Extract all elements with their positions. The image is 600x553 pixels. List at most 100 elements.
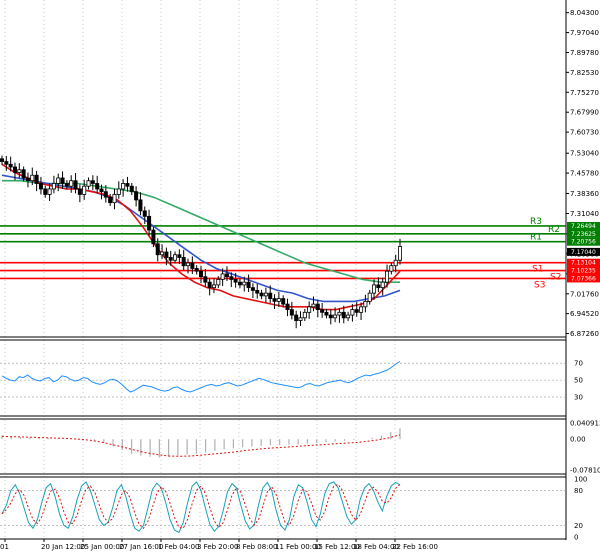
candle-body: [363, 300, 368, 308]
candle: [77, 184, 82, 203]
candle-body: [51, 183, 56, 190]
candle-body: [281, 298, 286, 305]
candle: [367, 289, 372, 305]
price-tag-label: 7.26494: [571, 223, 596, 230]
candle-body: [350, 309, 355, 316]
candle-body: [276, 298, 281, 302]
candle: [393, 254, 398, 273]
candle-body: [86, 180, 91, 187]
candle: [255, 283, 260, 299]
pivot-label-r3: R3: [530, 217, 542, 227]
price-tick-label: 7.38360: [570, 190, 599, 198]
candle: [333, 307, 338, 323]
candle-body: [43, 188, 48, 195]
price-tag-label: 7.10235: [571, 268, 596, 275]
candle-body: [307, 306, 312, 313]
candle-body: [320, 309, 325, 313]
price-tick-label: 7.45780: [570, 170, 599, 178]
candle-body: [173, 254, 178, 261]
candle: [354, 301, 359, 317]
candle-body: [385, 270, 390, 283]
candle-body: [99, 188, 104, 193]
time-tick-label: 01: [0, 543, 9, 551]
candle-body: [294, 314, 299, 321]
candle-body: [116, 188, 121, 195]
rsi-tick-label: 30: [574, 394, 583, 402]
time-tick-label: 20 Jan 12:00: [41, 543, 85, 551]
candle: [108, 193, 113, 206]
candle: [34, 170, 39, 192]
candle: [372, 279, 377, 300]
candle: [99, 184, 104, 200]
candle: [90, 175, 95, 191]
price-tag-label: 7.17040: [571, 249, 596, 256]
candle: [138, 192, 143, 216]
price-tag-label: 7.07366: [571, 275, 596, 282]
candle-body: [211, 284, 216, 289]
candle-body: [17, 169, 22, 173]
candle: [125, 176, 130, 192]
candle: [315, 299, 320, 318]
candle-body: [38, 183, 43, 190]
price-tag: [567, 247, 600, 256]
candle: [147, 209, 152, 236]
pivot-label-s1: S1: [532, 265, 543, 275]
candle-body: [134, 191, 139, 201]
candle: [307, 301, 312, 319]
time-tick-label: 1 Feb 04:00: [158, 543, 199, 551]
pivot-label-s2: S2: [550, 273, 561, 283]
candle: [272, 294, 277, 310]
candle: [177, 249, 182, 265]
candle: [25, 172, 30, 188]
candle-body: [220, 273, 225, 280]
candle: [220, 268, 225, 287]
candle-body: [4, 161, 9, 165]
candle-body: [121, 183, 126, 190]
price-tag: [567, 258, 600, 267]
pivot-levels: [0, 225, 566, 280]
candle-body: [56, 177, 61, 184]
candle-body: [64, 183, 69, 187]
candle-body: [129, 185, 134, 193]
time-tick-label: 3 Feb 20:00: [197, 543, 238, 551]
candle-body: [233, 279, 238, 283]
price-tag: [567, 221, 600, 230]
candle-body: [298, 317, 303, 321]
candle: [134, 186, 139, 207]
candle-body: [142, 210, 147, 217]
macd-tick-label: 0.00: [570, 436, 586, 444]
price-tick-label: 7.67990: [570, 109, 599, 117]
pivot-label-s3: S3: [534, 280, 545, 290]
candle: [60, 171, 65, 189]
candle-body: [224, 273, 229, 278]
price-tick-label: 7.89780: [570, 49, 599, 57]
candle-body: [359, 306, 364, 313]
candle: [186, 258, 191, 274]
candle-body: [8, 163, 13, 168]
candle-body: [328, 314, 333, 319]
candle: [155, 238, 160, 262]
candle: [4, 156, 9, 171]
candle: [73, 173, 78, 194]
candle-body: [60, 177, 65, 184]
candle-body: [125, 183, 130, 187]
candle: [376, 277, 381, 293]
candle-body: [73, 180, 78, 190]
candle-body: [397, 246, 402, 261]
candle: [211, 278, 216, 294]
candle-body: [346, 314, 351, 319]
rsi-pane: 70 50 30: [0, 360, 583, 402]
candle-body: [389, 265, 394, 272]
time-tick-label: 11 Feb 00:00: [275, 543, 321, 551]
candle-body: [0, 158, 4, 162]
candle: [12, 162, 17, 181]
stoch-tick-label: 0: [574, 534, 578, 542]
candle: [0, 155, 4, 165]
candle-body: [34, 174, 39, 184]
candle: [237, 278, 242, 289]
candle: [181, 249, 186, 271]
candle-body: [138, 199, 143, 212]
price-tick-label: 7.53040: [570, 150, 599, 158]
